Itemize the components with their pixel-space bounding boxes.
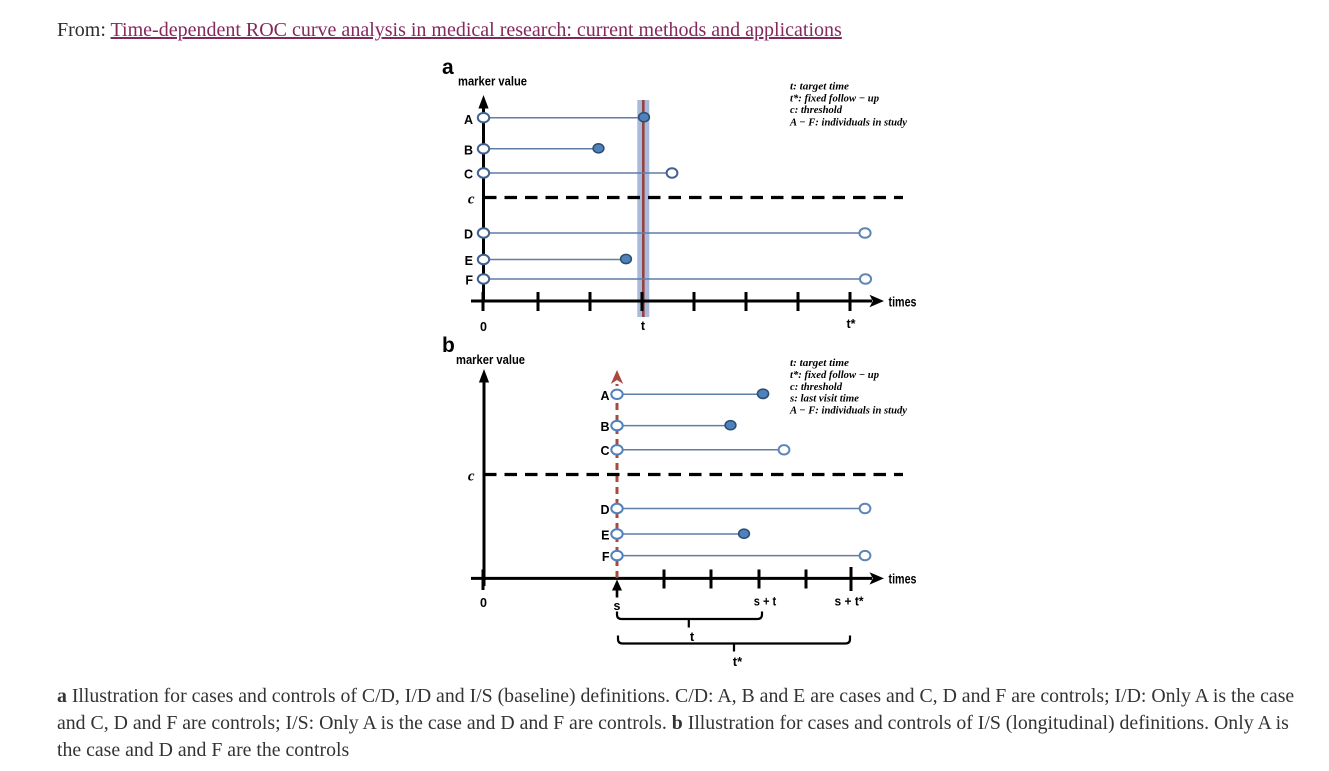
svg-text:E: E bbox=[601, 529, 609, 543]
svg-text:F: F bbox=[602, 550, 610, 564]
svg-text:B: B bbox=[600, 420, 609, 434]
svg-text:t: t bbox=[641, 319, 646, 333]
svg-text:c: threshold: c: threshold bbox=[790, 381, 842, 393]
svg-text:s + t: s + t bbox=[754, 595, 777, 609]
svg-text:times: times bbox=[889, 295, 917, 310]
svg-text:s: s bbox=[614, 599, 621, 613]
svg-text:t: t bbox=[690, 629, 695, 644]
svg-text:A: A bbox=[600, 389, 609, 403]
svg-text:t*: fixed follow − up: t*: fixed follow − up bbox=[790, 93, 879, 105]
svg-text:A: A bbox=[464, 113, 473, 127]
svg-text:F: F bbox=[465, 274, 473, 288]
svg-text:c: c bbox=[468, 469, 475, 485]
svg-text:b: b bbox=[442, 334, 455, 357]
svg-text:A − F: individuals in study: A − F: individuals in study bbox=[789, 405, 907, 417]
svg-text:t: target time: t: target time bbox=[790, 81, 849, 93]
svg-text:s: last visit time: s: last visit time bbox=[789, 393, 859, 405]
svg-text:times: times bbox=[889, 572, 917, 587]
svg-text:t: target time: t: target time bbox=[790, 357, 849, 369]
svg-text:t*: fixed follow − up: t*: fixed follow − up bbox=[790, 369, 879, 381]
svg-text:A − F: individuals in study: A − F: individuals in study bbox=[789, 117, 907, 129]
svg-text:0: 0 bbox=[480, 596, 487, 610]
svg-text:marker value: marker value bbox=[458, 75, 527, 89]
svg-text:a: a bbox=[442, 56, 454, 79]
svg-text:E: E bbox=[465, 254, 473, 268]
svg-text:t*: t* bbox=[846, 317, 855, 331]
svg-text:c: threshold: c: threshold bbox=[790, 104, 842, 116]
svg-text:c: c bbox=[468, 192, 475, 208]
svg-text:marker value: marker value bbox=[456, 353, 525, 367]
svg-text:t*: t* bbox=[733, 654, 743, 669]
svg-text:0: 0 bbox=[480, 320, 487, 334]
svg-text:D: D bbox=[600, 503, 609, 517]
svg-text:C: C bbox=[600, 444, 609, 458]
svg-text:s + t*: s + t* bbox=[835, 595, 864, 609]
svg-text:C: C bbox=[464, 168, 473, 182]
svg-text:B: B bbox=[464, 144, 473, 158]
svg-text:D: D bbox=[464, 228, 473, 242]
